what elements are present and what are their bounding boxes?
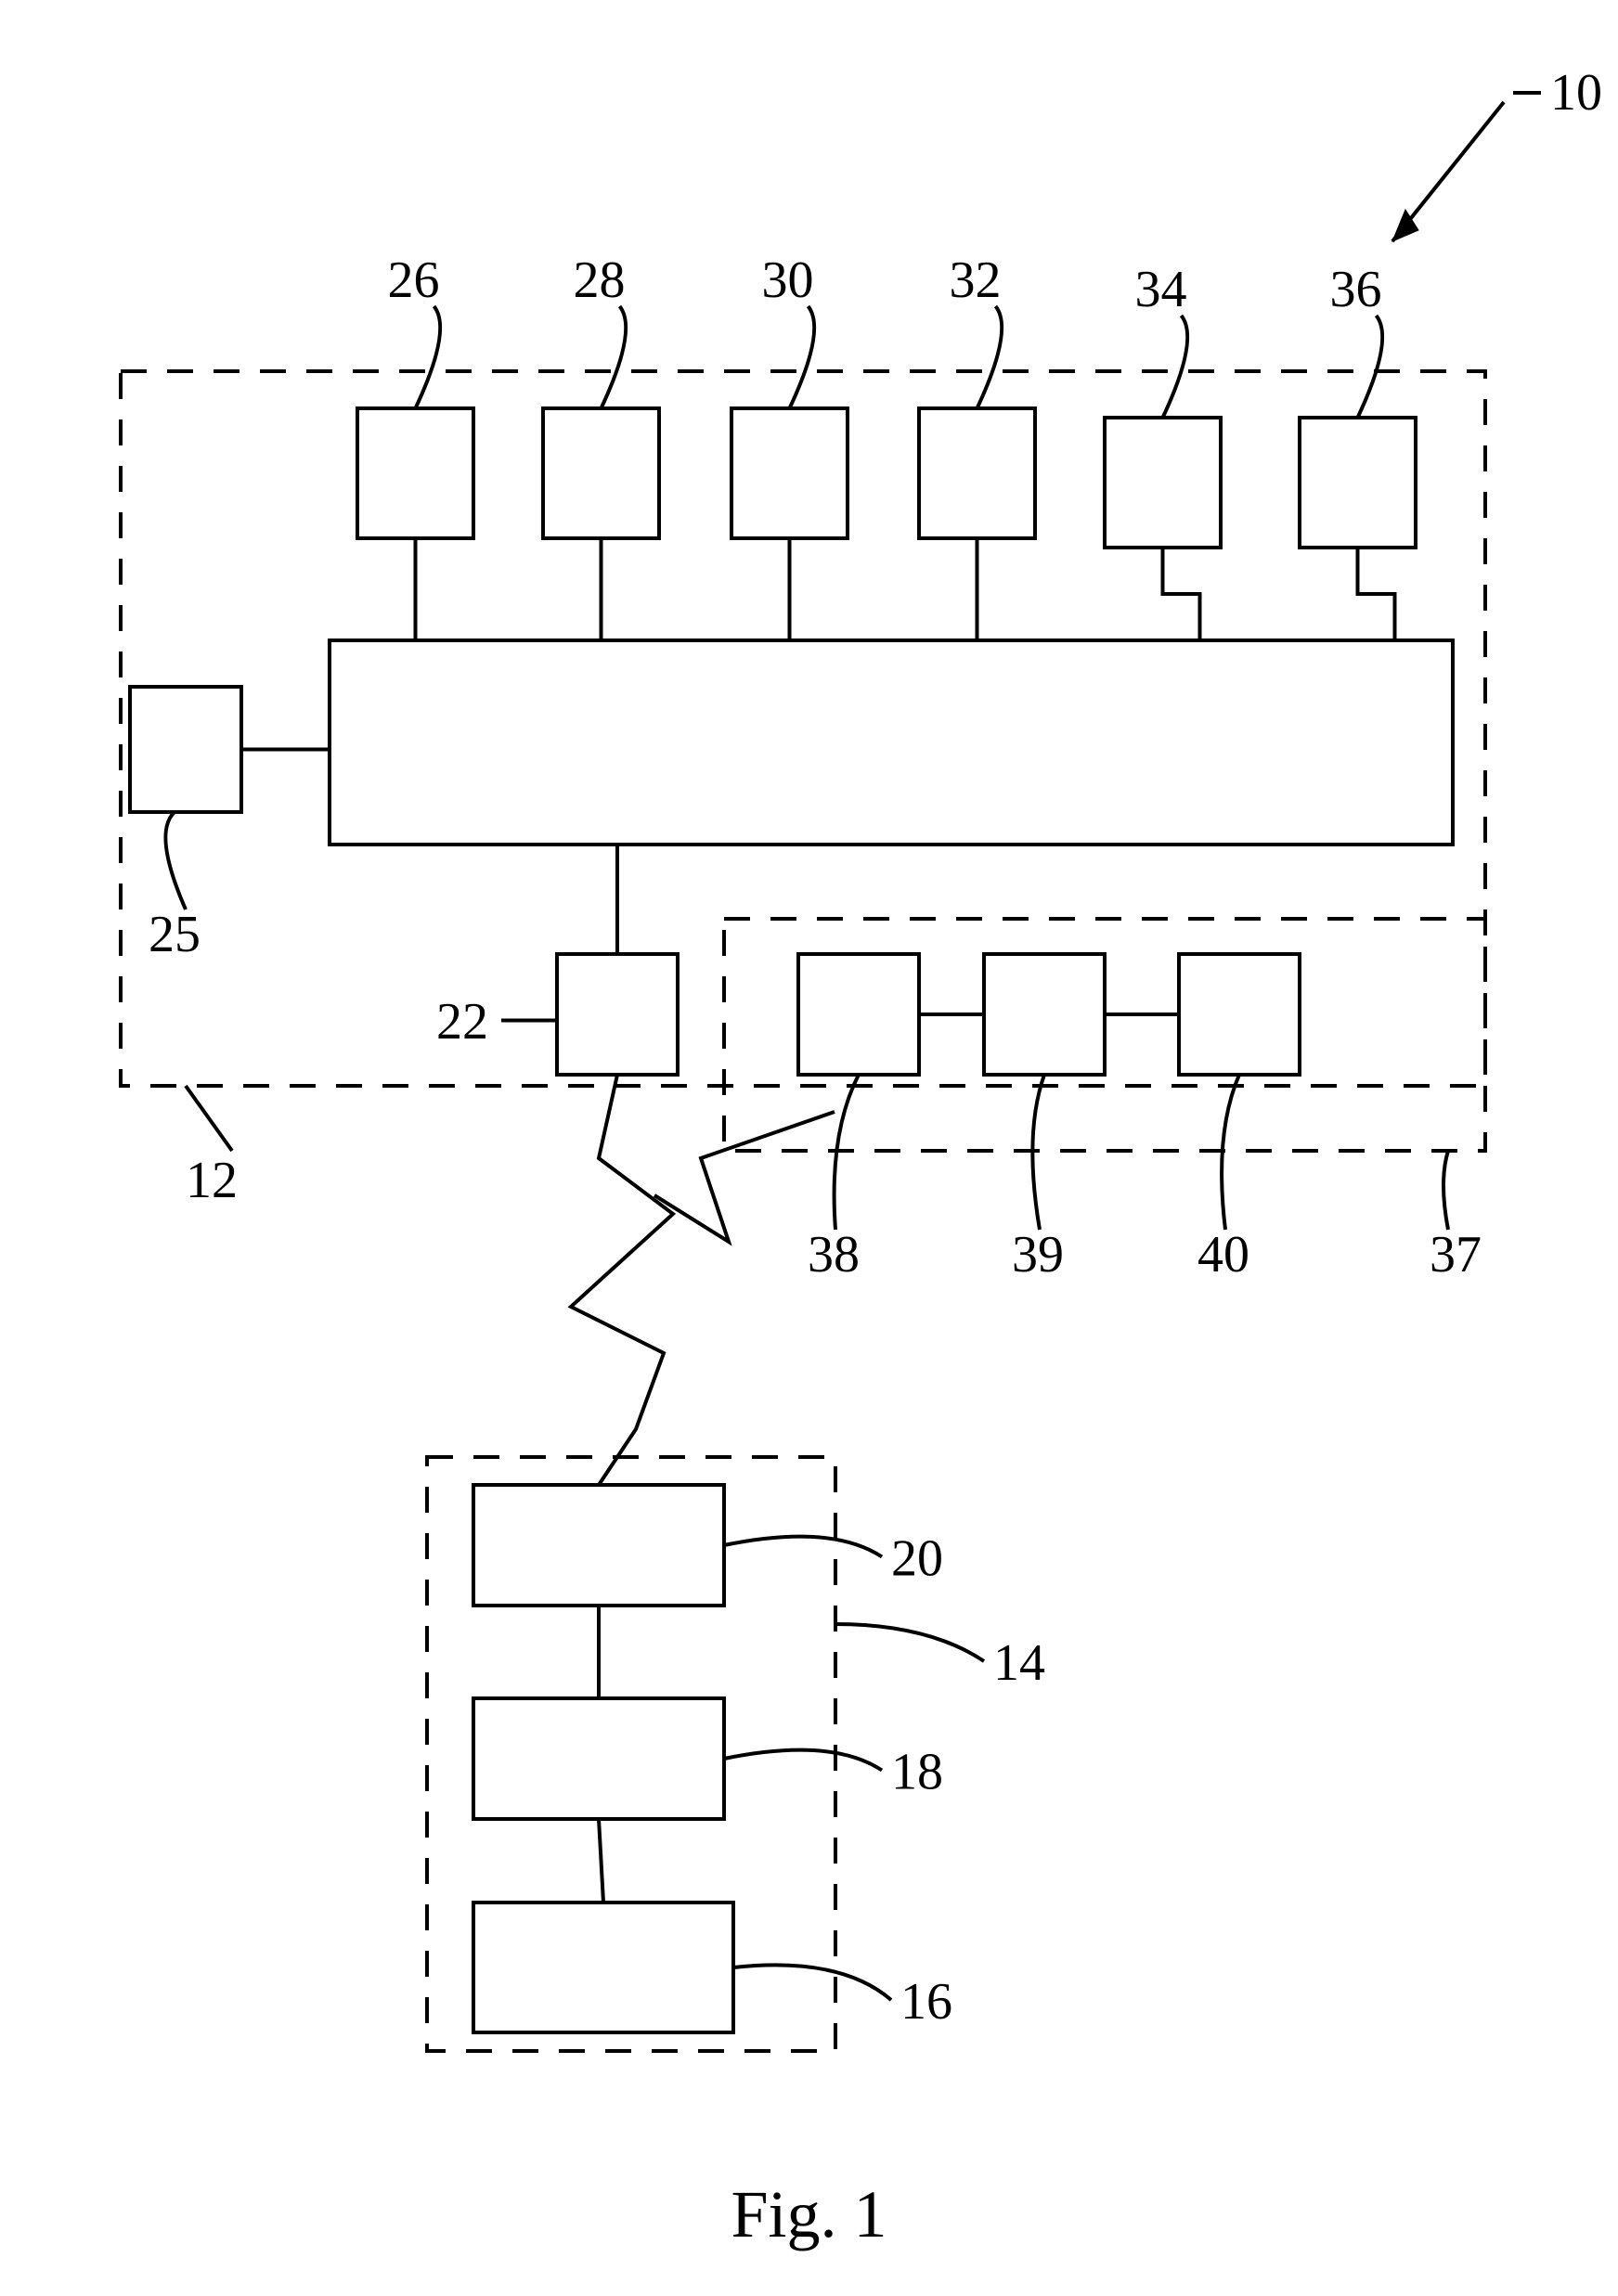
label-36: 36 [1330, 261, 1382, 318]
label-14: 14 [993, 1634, 1045, 1692]
label-40: 40 [1197, 1226, 1249, 1283]
label-22: 22 [436, 993, 488, 1051]
label-16: 16 [900, 1973, 952, 2031]
side-block [130, 687, 241, 812]
label-37: 37 [1430, 1226, 1482, 1283]
label-18: 18 [891, 1744, 943, 1801]
sub-block-1 [798, 954, 919, 1075]
top-block-5 [1105, 418, 1221, 548]
main-block [330, 640, 1453, 845]
top-block-3 [731, 408, 848, 538]
label-20: 20 [891, 1530, 943, 1588]
label-32: 32 [950, 252, 1002, 309]
sub-block-3 [1179, 954, 1300, 1075]
figure-caption: Fig. 1 [731, 2177, 887, 2251]
top-block-6 [1300, 418, 1416, 548]
top-block-1 [357, 408, 473, 538]
label-12: 12 [186, 1152, 238, 1209]
label-30: 30 [762, 252, 814, 309]
sub-block-2 [984, 954, 1105, 1075]
label-25: 25 [149, 906, 201, 963]
label-28: 28 [574, 252, 626, 309]
block-diagram: 26 28 30 32 34 36 10 25 12 22 38 39 40 37 20 18 16 14 Fig.… [0, 0, 1618, 2296]
bottom-block-mid [473, 1698, 724, 1819]
label-34: 34 [1135, 261, 1187, 318]
bottom-block-bot [473, 1903, 733, 2032]
bottom-block-top [473, 1485, 724, 1606]
label-38: 38 [808, 1226, 860, 1283]
mid-block [557, 954, 678, 1075]
label-10: 10 [1550, 64, 1602, 122]
top-block-4 [919, 408, 1035, 538]
label-39: 39 [1012, 1226, 1064, 1283]
label-26: 26 [388, 252, 440, 309]
top-block-2 [543, 408, 659, 538]
